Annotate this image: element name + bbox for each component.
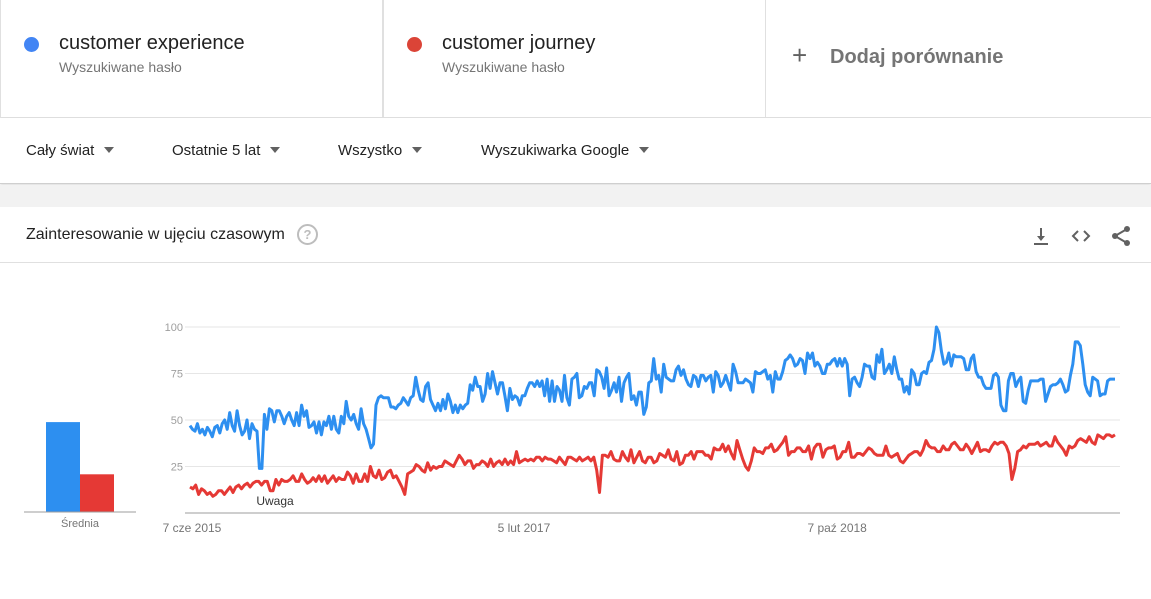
average-bar-customer-experience	[46, 422, 80, 512]
y-tick-label: 100	[165, 322, 183, 334]
y-tick-label: 50	[171, 415, 183, 427]
term-subtitle: Wyszukiwane hasło	[59, 59, 182, 75]
x-tick-label: 5 lut 2017	[498, 521, 551, 535]
annotation-label[interactable]: Uwaga	[256, 494, 294, 508]
embed-code-icon[interactable]	[1069, 224, 1093, 248]
comparison-terms-bar: customer experience Wyszukiwane hasło cu…	[0, 0, 1151, 118]
x-tick-label: 7 cze 2015	[163, 521, 222, 535]
category-filter-dropdown[interactable]: Wszystko	[338, 142, 423, 159]
average-label: Średnia	[61, 517, 100, 530]
term-subtitle: Wyszukiwane hasło	[442, 59, 565, 75]
time-range-filter-dropdown[interactable]: Ostatnie 5 lat	[172, 142, 281, 159]
card-header: Zainteresowanie w ujęciu czasowym ?	[0, 207, 1151, 263]
add-comparison-label: Dodaj porównanie	[830, 46, 1004, 68]
term-color-dot	[24, 37, 39, 52]
plus-icon: +	[792, 40, 808, 70]
x-tick-label: 7 paź 2018	[807, 521, 867, 535]
filter-label: Ostatnie 5 lat	[172, 142, 261, 159]
section-divider	[0, 185, 1151, 207]
download-icon[interactable]	[1029, 224, 1053, 248]
averages-bar-chart: Średnia	[24, 422, 136, 530]
search-type-filter-dropdown[interactable]: Wyszukiwarka Google	[481, 142, 650, 159]
average-bar-customer-journey	[80, 474, 114, 512]
filter-label: Cały świat	[26, 142, 95, 159]
help-icon[interactable]: ?	[297, 224, 318, 245]
filters-bar: Cały świat Ostatnie 5 lat Wszystko Wyszu…	[0, 118, 1151, 184]
chevron-down-icon	[639, 147, 650, 154]
term-card-2[interactable]: customer journey Wyszukiwane hasło	[383, 0, 766, 118]
add-comparison-button[interactable]: + Dodaj porównanie	[766, 0, 1151, 117]
chevron-down-icon	[412, 147, 423, 154]
share-icon[interactable]	[1109, 224, 1133, 248]
chevron-down-icon	[270, 147, 281, 154]
y-tick-label: 75	[171, 369, 183, 381]
region-filter-dropdown[interactable]: Cały świat	[26, 142, 115, 159]
y-tick-label: 25	[171, 462, 183, 474]
filter-label: Wyszukiwarka Google	[481, 142, 630, 159]
chevron-down-icon	[104, 147, 115, 154]
series-line-customer-journey[interactable]	[189, 433, 1116, 498]
card-title: Zainteresowanie w ujęciu czasowym	[26, 226, 285, 243]
series-line-customer-experience[interactable]	[188, 325, 1115, 470]
term-name: customer experience	[59, 32, 245, 54]
interest-over-time-card: Zainteresowanie w ujęciu czasowym ? Śred…	[0, 207, 1151, 599]
term-color-dot	[407, 37, 422, 52]
filter-label: Wszystko	[338, 142, 403, 159]
term-card-1[interactable]: customer experience Wyszukiwane hasło	[0, 0, 383, 118]
interest-over-time-chart: 100 75 50 25 Uwaga 7 cze 2015 5 lut 2017 7 pa…	[163, 322, 1120, 535]
term-name: customer journey	[442, 32, 596, 54]
